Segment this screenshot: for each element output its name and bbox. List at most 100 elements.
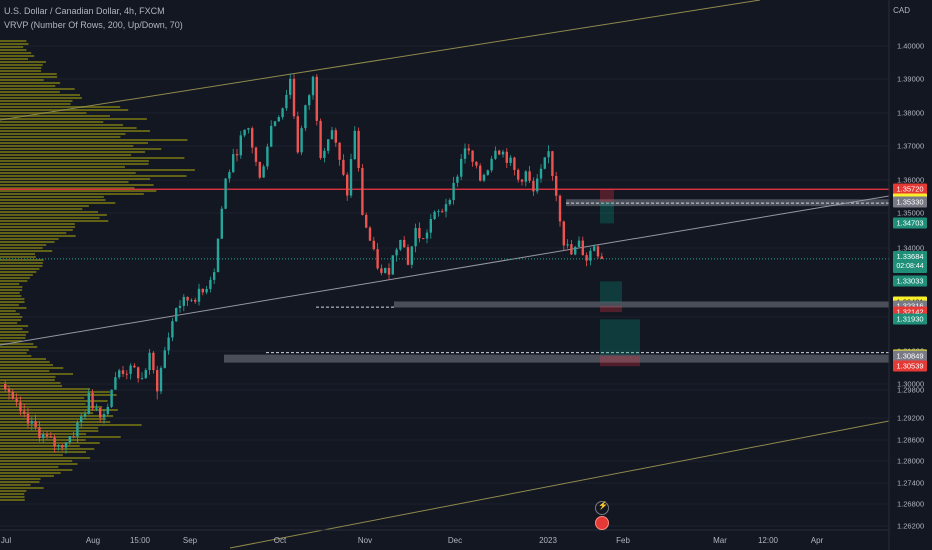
profile-bar [0, 40, 27, 42]
profile-bar [0, 460, 73, 462]
candle-body-92 [353, 130, 356, 160]
price-tick-6: 1.34000 [897, 243, 925, 253]
candle-body-73 [281, 108, 284, 118]
time-tick-9: Mar [713, 536, 727, 545]
time-tick-2: 15:00 [129, 536, 151, 545]
candle-body-75 [289, 78, 292, 95]
candle-body-24 [95, 407, 98, 409]
lower-stop-box [600, 355, 640, 367]
candle-body-79 [304, 105, 307, 129]
profile-bar [0, 361, 50, 363]
profile-bar [0, 385, 63, 387]
profile-bar [0, 475, 54, 477]
profile-bar [0, 430, 99, 432]
candle-body-1 [7, 388, 11, 393]
profile-bar [0, 193, 144, 195]
profile-bar [0, 379, 55, 381]
profile-bar [0, 61, 46, 63]
candle-body-23 [91, 392, 94, 409]
time-tick-4: Oct [273, 536, 287, 545]
profile-bar [0, 259, 44, 261]
candle-body-0 [4, 384, 7, 389]
profile-bar [0, 43, 29, 45]
candle-body-34 [133, 365, 136, 368]
profile-bar [0, 289, 23, 291]
channel-lower-line [229, 420, 890, 549]
profile-bar [0, 82, 61, 84]
profile-bar [0, 394, 117, 396]
candle-body-62 [239, 135, 242, 156]
candle-body-127 [486, 170, 489, 175]
profile-bar [0, 160, 149, 162]
profile-bar [0, 277, 30, 279]
profile-bar [0, 412, 94, 414]
candle-body-146 [558, 195, 562, 222]
candle-body-65 [251, 128, 254, 148]
chart-title[interactable]: U.S. Dollar / Canadian Dollar, 4h, FXCM [4, 6, 165, 16]
candle-body-88 [338, 142, 341, 160]
price-badge-2: 1.35330 [893, 196, 927, 208]
candle-body-48 [186, 296, 189, 301]
candle-body-60 [232, 154, 235, 173]
profile-bar [0, 466, 59, 468]
candle-body-78 [300, 128, 303, 153]
mid-stop-box [600, 306, 622, 313]
profile-bar [0, 121, 104, 123]
candle-body-151 [577, 240, 581, 247]
candle-body-51 [197, 288, 201, 302]
profile-bar [0, 271, 37, 273]
profile-bar [0, 454, 63, 456]
candle-body-12 [49, 436, 52, 438]
mid-target-box [600, 281, 622, 303]
time-tick-7: 2023 [539, 536, 557, 545]
time-tick-0: Jul [0, 536, 12, 545]
profile-bar [0, 106, 121, 108]
candle-body-122 [467, 148, 470, 151]
indicator-legend[interactable]: VRVP (Number Of Rows, 200, Up/Down, 70) [4, 20, 183, 30]
profile-bar [0, 256, 36, 258]
profile-bar [0, 319, 21, 321]
candle-body-3 [15, 398, 18, 403]
candle-body-7 [30, 420, 33, 424]
candle-body-45 [175, 308, 178, 322]
candle-body-27 [106, 406, 109, 415]
candle-body-154 [589, 250, 592, 261]
economic-event-icon[interactable] [595, 516, 609, 530]
profile-bar [0, 283, 20, 285]
profile-bar [0, 196, 104, 198]
price-tick-5: 1.35000 [897, 208, 925, 218]
candle-body-110 [422, 238, 425, 239]
profile-bar [0, 325, 29, 327]
profile-bar [0, 52, 32, 54]
candle-body-119 [456, 176, 459, 183]
price-tick-4: 1.36000 [897, 175, 925, 185]
short-stop-box [600, 189, 614, 203]
profile-bar [0, 55, 35, 57]
time-tick-11: Apr [810, 536, 824, 545]
profile-bar [0, 406, 103, 408]
time-tick-5: Nov [357, 536, 373, 545]
profile-bar [0, 67, 42, 69]
position-boxes [600, 189, 640, 367]
candle-body-70 [270, 125, 273, 147]
candle-body-69 [266, 146, 269, 167]
profile-bar [0, 250, 53, 252]
candle-body-71 [273, 121, 277, 126]
price-tick-15: 1.26800 [897, 499, 925, 509]
profile-bar [0, 58, 29, 60]
current-price-badge: 1.33684 02:08:44 [893, 250, 927, 273]
candle-body-98 [376, 249, 379, 269]
price-tick-3: 1.37000 [897, 141, 925, 151]
news-event-icon[interactable] [595, 501, 609, 515]
candle-body-32 [125, 373, 128, 375]
profile-bar [0, 214, 107, 216]
time-tick-3: Sep [182, 536, 198, 545]
profile-bar [0, 355, 32, 357]
profile-bar [0, 169, 195, 171]
candle-body-95 [365, 214, 368, 228]
profile-bar [0, 163, 149, 165]
candle-body-97 [372, 240, 375, 250]
profile-bar [0, 424, 142, 426]
price-zones [224, 199, 889, 363]
